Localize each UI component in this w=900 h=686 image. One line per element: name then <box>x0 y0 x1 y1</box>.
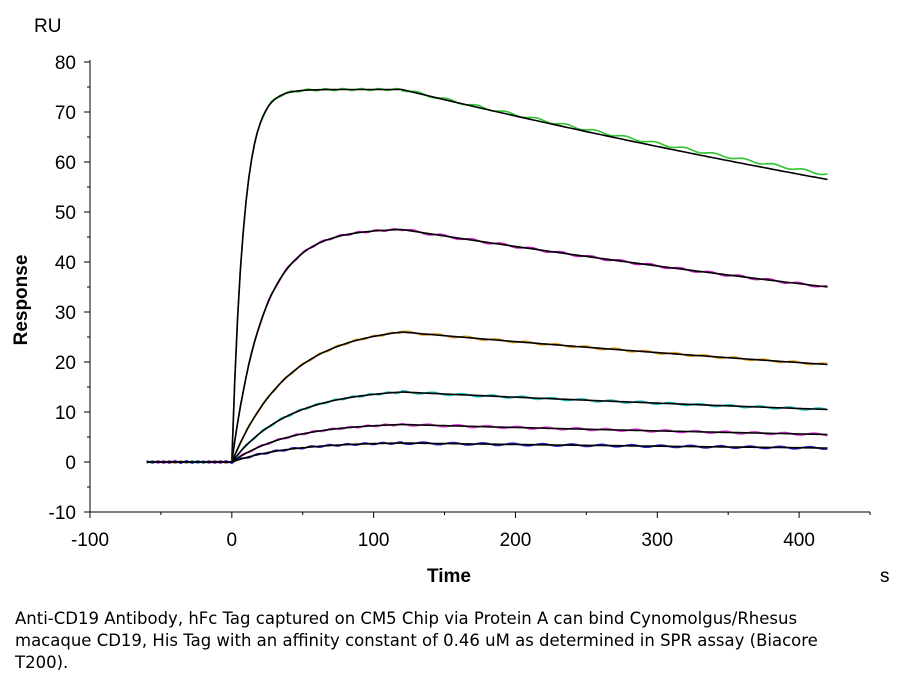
series-group <box>146 87 828 465</box>
y-tick-label: 40 <box>55 253 76 274</box>
series-2-fit-line <box>146 228 828 463</box>
x-unit-label: s <box>880 566 890 587</box>
y-tick-label: 50 <box>55 203 76 224</box>
figure-caption: Anti-CD19 Antibody, hFc Tag captured on … <box>15 609 818 672</box>
y-tick-label: 10 <box>55 403 76 424</box>
series-3-fit-line <box>146 331 828 463</box>
y-tick-label: 0 <box>65 453 76 474</box>
y-tick-label: -10 <box>49 503 76 524</box>
x-tick-label: 400 <box>783 530 815 551</box>
series-4-fit-line <box>146 391 828 463</box>
y-tick-label: 20 <box>55 353 76 374</box>
x-tick-label: -100 <box>71 530 109 551</box>
y-tick-label: 30 <box>55 303 76 324</box>
y-tick-label: 60 <box>55 153 76 174</box>
y-tick-label: 80 <box>55 53 76 74</box>
y-axis-title: Response <box>11 255 32 346</box>
x-tick-label: 0 <box>227 530 238 551</box>
x-tick-label: 300 <box>641 530 673 551</box>
series-5-fit-line <box>146 423 828 463</box>
y-tick-label: 70 <box>55 103 76 124</box>
x-tick-label: 200 <box>500 530 532 551</box>
series-6-fit-line <box>146 442 828 463</box>
axis-labels: RU Response Time s <box>11 16 890 587</box>
y-unit-label: RU <box>34 16 61 37</box>
x-tick-label: 100 <box>358 530 390 551</box>
x-axis-title: Time <box>427 566 471 587</box>
series-1-fit-line <box>146 88 828 463</box>
